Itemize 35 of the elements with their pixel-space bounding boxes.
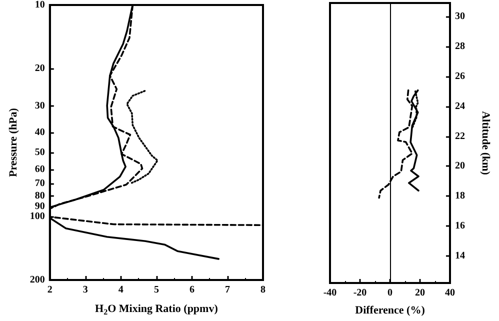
y-tick-label: 70 <box>34 178 45 190</box>
y2-tick-label: 22 <box>455 130 465 142</box>
x-tick-label: 3 <box>82 284 88 296</box>
x-tick-label: 20 <box>415 288 425 298</box>
y2-tick-label: 14 <box>455 250 465 262</box>
y-tick-label: 90 <box>34 201 45 212</box>
x-tick-label: 7 <box>224 284 230 296</box>
y-tick-label: 200 <box>30 274 45 286</box>
x-axis-title: Difference (%) <box>355 304 426 316</box>
y2-tick-label: 20 <box>455 160 465 172</box>
y2-tick-label: 24 <box>455 100 465 112</box>
y-tick-label: 20 <box>34 63 45 74</box>
y-tick-label: 30 <box>34 100 45 112</box>
y-tick-label: 60 <box>34 164 45 175</box>
y2-tick-label: 30 <box>455 10 465 22</box>
y-tick-label: 10 <box>34 0 45 10</box>
y2-tick-label: 28 <box>455 40 465 52</box>
y-tick-label: 40 <box>34 126 45 138</box>
y2-tick-label: 16 <box>455 220 465 232</box>
x-tick-label: 8 <box>260 284 266 296</box>
y2-axis-title: Altitude (km) <box>480 111 492 176</box>
y2-tick-label: 26 <box>455 70 465 82</box>
x-tick-label: -20 <box>353 288 367 298</box>
x-tick-label: 0 <box>388 288 392 298</box>
y-tick-label: 100 <box>30 210 45 222</box>
x-tick-label: -40 <box>323 288 337 298</box>
x-tick-label: 4 <box>118 284 124 296</box>
y-tick-label: 50 <box>34 147 45 158</box>
x-tick-label: 2 <box>47 284 52 296</box>
y2-tick-label: 18 <box>455 190 465 202</box>
x-tick-label: 6 <box>189 284 194 296</box>
y-axis-title: Pressure (hPa) <box>8 108 20 177</box>
x-tick-label: 40 <box>445 288 455 298</box>
x-tick-label: 5 <box>154 284 159 296</box>
y-tick-label: 80 <box>34 190 45 202</box>
